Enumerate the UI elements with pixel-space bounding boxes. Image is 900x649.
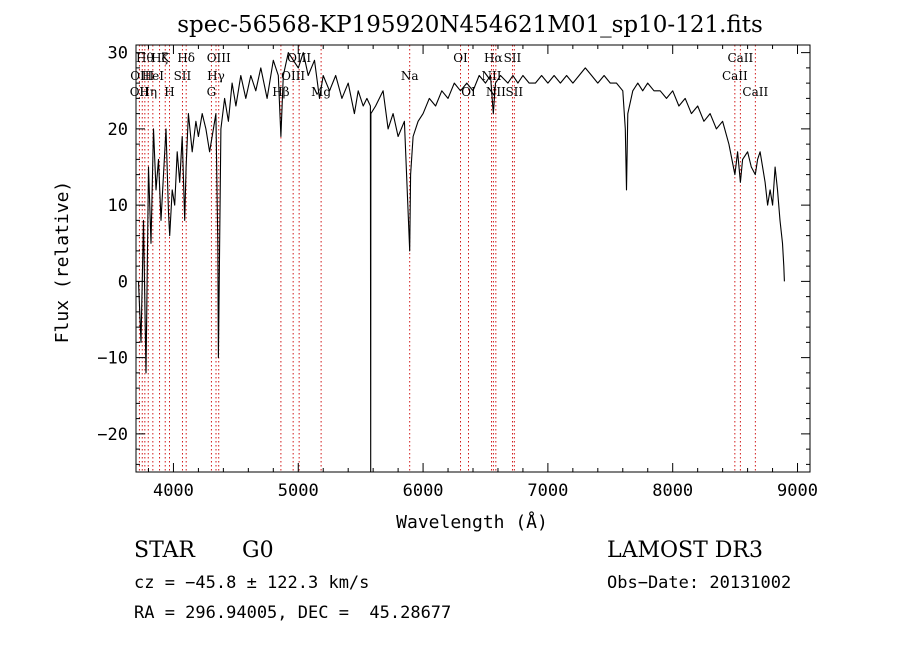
spectral-line-markers [138, 45, 756, 472]
line-label-SII: SII [505, 85, 523, 99]
object-subclass: G0 [242, 538, 274, 563]
y-tick-label: 20 [108, 120, 128, 140]
line-label-Mg: Mg [311, 85, 331, 99]
line-label-OII: OII [130, 85, 150, 99]
y-tick-label: 0 [118, 272, 128, 292]
survey-name: LAMOST DR3 [607, 538, 763, 563]
line-label-G: G [207, 85, 217, 99]
line-label-Hγ: Hγ [207, 69, 225, 83]
coordinates: RA = 296.94005, DEC = 45.28677 [134, 603, 452, 623]
line-label-Hη: Hη [139, 85, 157, 99]
spectral-line-labels: OIIOIIIHθHηHeIHζKHSIIHδGHγOIIIHβOIIIOIII… [130, 51, 769, 99]
chart-title: spec-56568-KP195920N454621M01_sp10-121.f… [177, 12, 763, 38]
y-axis-label: Flux (relative) [52, 181, 73, 344]
y-tick-label: 30 [108, 44, 128, 64]
line-label-NII: NII [481, 69, 501, 83]
line-label-CaII: CaII [722, 69, 748, 83]
line-label-OIII: OIII [207, 51, 231, 65]
line-label-Hδ: Hδ [177, 51, 195, 65]
line-label-H: H [164, 85, 174, 99]
line-label-HeI: HeI [142, 69, 165, 83]
spectrum-line [137, 52, 785, 473]
x-tick-label: 5000 [278, 481, 319, 501]
y-tick-label: 10 [108, 196, 128, 216]
y-tick-label: −10 [97, 349, 128, 369]
x-axis: 4000 5000 6000 7000 8000 9000 [147, 45, 818, 501]
object-class: STAR [134, 538, 195, 563]
line-label-CaII: CaII [727, 51, 753, 65]
line-label-SII: SII [174, 69, 192, 83]
x-tick-label: 6000 [403, 481, 444, 501]
x-tick-label: 9000 [777, 481, 818, 501]
line-label-OIII: OIII [287, 51, 311, 65]
line-label-Hθ: Hθ [136, 51, 154, 65]
line-label-SII: SII [504, 51, 522, 65]
line-label-CaII: CaII [742, 85, 768, 99]
line-label-NII: NII [486, 85, 506, 99]
line-label-OI: OI [461, 85, 476, 99]
spectrum-chart: spec-56568-KP195920N454621M01_sp10-121.f… [52, 12, 818, 533]
line-label-Hα: Hα [484, 51, 503, 65]
redshift-velocity: cz = −45.8 ± 122.3 km/s [134, 573, 370, 593]
line-label-Hβ: Hβ [272, 85, 289, 99]
line-label-Na: Na [401, 69, 419, 83]
line-label-OIII: OIII [281, 69, 305, 83]
y-axis: −20 −10 0 10 20 30 [97, 44, 810, 465]
y-tick-label: −20 [97, 425, 128, 445]
x-tick-label: 8000 [652, 481, 693, 501]
line-label-K: K [161, 51, 171, 65]
line-label-OI: OI [453, 51, 468, 65]
line-label-Hζ: Hζ [151, 51, 168, 65]
observation-date: Obs−Date: 20131002 [607, 573, 792, 593]
x-tick-label: 7000 [527, 481, 568, 501]
x-tick-label: 4000 [153, 481, 194, 501]
plot-frame [135, 44, 811, 473]
x-axis-label: Wavelength (Å) [396, 511, 548, 533]
